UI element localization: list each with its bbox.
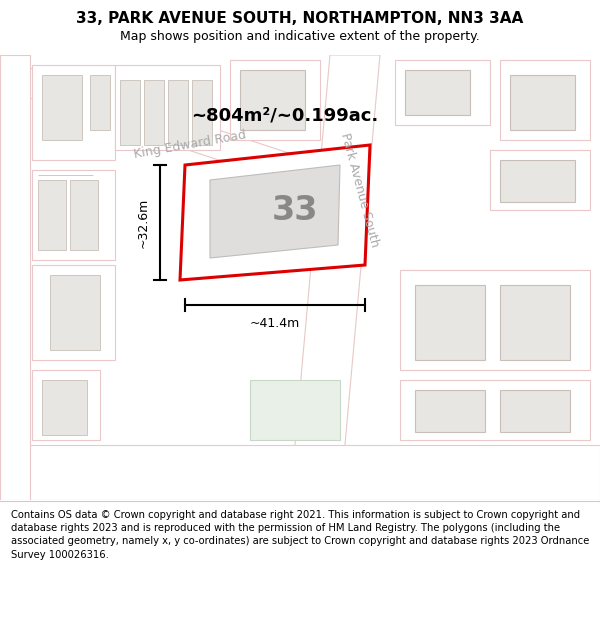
- Text: 33, PARK AVENUE SOUTH, NORTHAMPTON, NN3 3AA: 33, PARK AVENUE SOUTH, NORTHAMPTON, NN3 …: [76, 11, 524, 26]
- Polygon shape: [500, 285, 570, 360]
- Polygon shape: [32, 170, 115, 260]
- Polygon shape: [230, 60, 320, 140]
- Polygon shape: [192, 80, 212, 145]
- Polygon shape: [400, 380, 590, 440]
- Text: Park Avenue South: Park Avenue South: [338, 131, 382, 249]
- Text: ~32.6m: ~32.6m: [137, 198, 150, 248]
- Polygon shape: [400, 270, 590, 370]
- Polygon shape: [42, 75, 82, 140]
- Polygon shape: [510, 75, 575, 130]
- Polygon shape: [144, 80, 164, 145]
- Polygon shape: [42, 380, 87, 435]
- Polygon shape: [70, 180, 98, 250]
- Polygon shape: [50, 275, 100, 350]
- Polygon shape: [168, 80, 188, 145]
- Polygon shape: [490, 150, 590, 210]
- Polygon shape: [32, 65, 115, 160]
- Text: King Edward Road: King Edward Road: [133, 129, 247, 161]
- Text: Contains OS data © Crown copyright and database right 2021. This information is : Contains OS data © Crown copyright and d…: [11, 510, 589, 559]
- Polygon shape: [415, 390, 485, 432]
- Polygon shape: [32, 370, 100, 440]
- Polygon shape: [0, 55, 310, 190]
- Polygon shape: [250, 380, 340, 440]
- Polygon shape: [290, 55, 380, 500]
- Polygon shape: [500, 390, 570, 432]
- Polygon shape: [32, 265, 115, 360]
- Text: ~804m²/~0.199ac.: ~804m²/~0.199ac.: [191, 106, 379, 124]
- Text: Map shows position and indicative extent of the property.: Map shows position and indicative extent…: [120, 30, 480, 43]
- Polygon shape: [180, 145, 370, 280]
- Text: 33: 33: [272, 194, 318, 226]
- Polygon shape: [120, 80, 140, 145]
- Polygon shape: [0, 445, 600, 500]
- Text: ~41.4m: ~41.4m: [250, 317, 300, 330]
- Polygon shape: [115, 65, 220, 150]
- Polygon shape: [395, 60, 490, 125]
- Polygon shape: [240, 70, 305, 130]
- Polygon shape: [90, 75, 110, 130]
- Polygon shape: [210, 165, 340, 258]
- Polygon shape: [415, 285, 485, 360]
- Polygon shape: [500, 60, 590, 140]
- Polygon shape: [38, 180, 66, 250]
- Polygon shape: [405, 70, 470, 115]
- Polygon shape: [500, 160, 575, 202]
- Polygon shape: [0, 55, 30, 500]
